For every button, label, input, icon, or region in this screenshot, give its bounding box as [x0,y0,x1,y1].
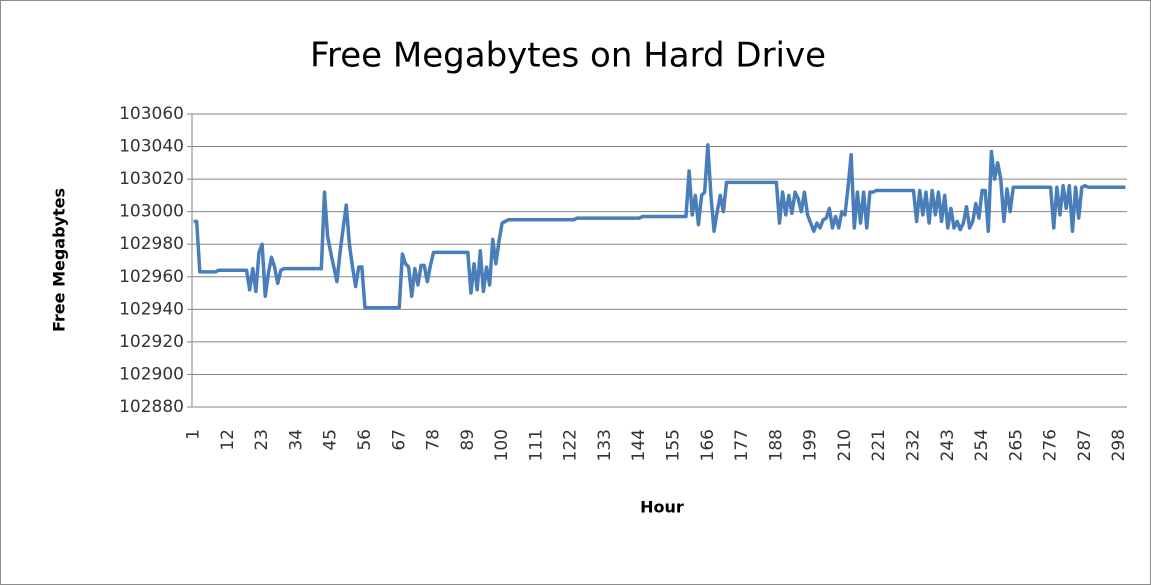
x-tick-label: 221 [869,429,889,461]
x-tick-label: 254 [972,429,992,461]
x-tick-label: 122 [561,429,581,461]
x-tick-label: 111 [526,429,546,461]
x-tick-label: 210 [835,429,855,461]
x-axis-title: Hour [640,498,684,517]
x-tick-label: 56 [355,429,375,451]
x-tick-label: 23 [252,429,272,451]
x-tick-label: 243 [938,429,958,461]
x-tick-label: 177 [732,429,752,461]
y-tick-label: 103020 [119,169,184,189]
x-tick-label: 133 [595,429,615,461]
y-tick-label: 103060 [119,104,184,124]
x-tick-label: 298 [1109,429,1129,461]
y-tick-label: 102940 [119,299,184,319]
x-tick-label: 1 [184,429,204,440]
x-tick-label: 199 [801,429,821,461]
y-tick-label: 102920 [119,332,184,352]
x-tick-label: 78 [424,429,444,451]
x-tick-label: 100 [492,429,512,461]
x-tick-label: 34 [286,429,306,451]
x-tick-label: 276 [1041,429,1061,461]
y-tick-label: 102900 [119,364,184,384]
y-tick-label: 103040 [119,137,184,157]
y-tick-label: 102960 [119,267,184,287]
x-tick-label: 144 [629,429,649,461]
y-axis-title: Free Megabytes [50,188,69,332]
x-tick-label: 89 [458,429,478,451]
y-tick-label: 102880 [119,397,184,417]
x-tick-label: 12 [218,429,238,451]
x-tick-label: 67 [389,429,409,451]
y-tick-label: 103000 [119,202,184,222]
chart-title: Free Megabytes on Hard Drive [310,36,826,76]
x-tick-label: 188 [766,429,786,461]
x-tick-label: 287 [1075,429,1095,461]
x-tick-label: 232 [904,429,924,461]
x-tick-label: 166 [698,429,718,461]
y-tick-label: 102980 [119,234,184,254]
x-tick-label: 265 [1006,429,1026,461]
data-line [193,143,1126,310]
x-tick-label: 45 [321,429,341,451]
x-tick-label: 155 [664,429,684,461]
